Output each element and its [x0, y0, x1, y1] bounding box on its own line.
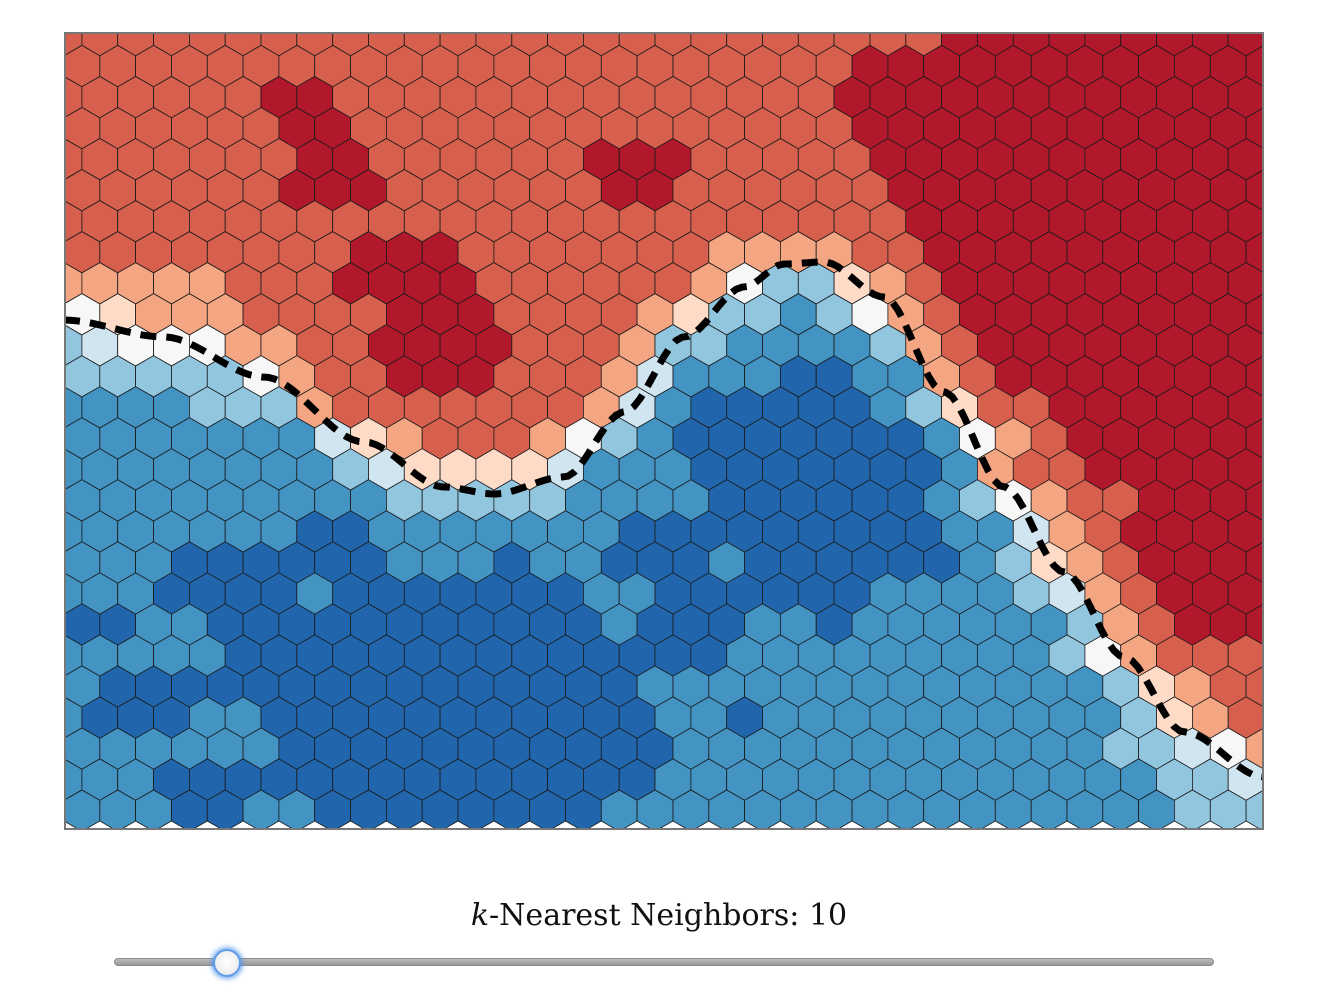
hex-cell — [1245, 231, 1264, 274]
slider-label: k-Nearest Neighbors: 10 — [0, 896, 1318, 936]
hex-cell — [1245, 479, 1264, 522]
hex-cell — [1245, 417, 1264, 460]
hex-cell — [64, 32, 83, 57]
hex-cell — [1245, 727, 1264, 770]
hex-cell — [1245, 44, 1264, 88]
decision-boundary — [64, 258, 1264, 781]
hex-cell — [1245, 293, 1264, 336]
knn-hexbin-map — [64, 32, 1264, 830]
hex-cell — [1245, 107, 1264, 150]
hex-cell — [1245, 355, 1264, 398]
slider-label-text: -Nearest Neighbors: — [489, 898, 809, 933]
hex-cells — [64, 32, 1264, 830]
slider-value: 10 — [808, 898, 848, 933]
k-variable: k — [470, 898, 490, 933]
slider-thumb[interactable] — [213, 949, 242, 977]
hex-cell — [1245, 603, 1264, 646]
plot-frame — [64, 32, 1264, 830]
hex-cell — [1245, 665, 1264, 708]
slider-track[interactable] — [114, 958, 1214, 966]
hex-cell — [1245, 541, 1264, 584]
k-slider[interactable] — [114, 949, 1214, 977]
hex-cell — [1245, 789, 1264, 830]
hex-cell — [1245, 169, 1264, 212]
